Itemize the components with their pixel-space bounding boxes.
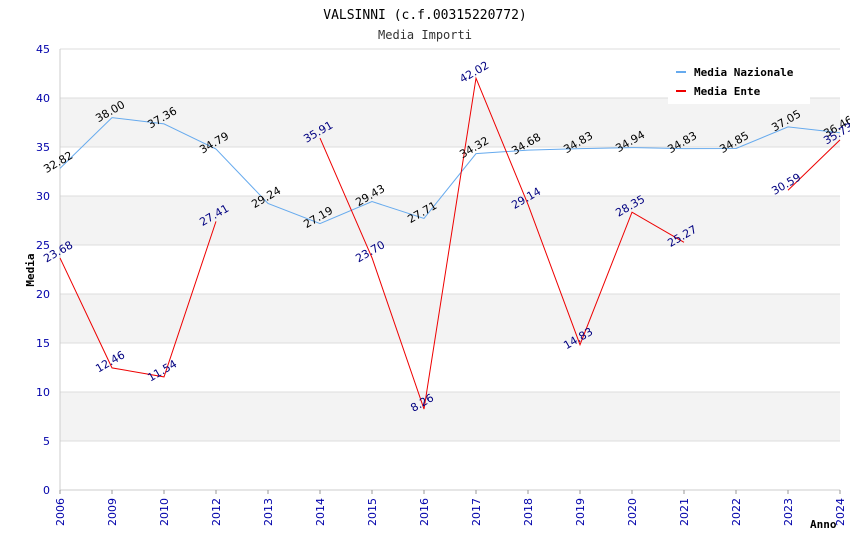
x-tick-label: 2020 — [626, 498, 639, 526]
y-tick-label: 45 — [36, 43, 50, 56]
y-tick-label: 20 — [36, 288, 50, 301]
series-lines — [59, 76, 841, 410]
x-ticks: 2006 2009 2010 2012 2013 2014 2015 2016 2017 2018… — [54, 490, 847, 526]
x-tick-label: 2019 — [574, 498, 587, 526]
x-axis-label: Anno — [810, 518, 837, 531]
axes — [59, 49, 840, 491]
legend-label: Media Nazionale — [694, 66, 794, 79]
chart-subtitle: Media Importi — [378, 28, 472, 42]
x-tick-label: 2016 — [418, 498, 431, 526]
y-tick-label: 10 — [36, 386, 50, 399]
chart-title: VALSINNI (c.f.00315220772) — [323, 8, 527, 23]
x-tick-label: 2017 — [470, 498, 483, 526]
x-tick-label: 2015 — [366, 498, 379, 526]
y-tick-label: 30 — [36, 190, 50, 203]
series-line-ente — [59, 221, 217, 378]
x-tick-label: 2009 — [106, 498, 119, 526]
series-line-ente — [787, 139, 841, 191]
legend-label: Media Ente — [694, 85, 761, 98]
x-tick-label: 2013 — [262, 498, 275, 526]
data-label: 11.54 — [145, 357, 179, 384]
data-label: 30.59 — [769, 171, 803, 198]
x-tick-label: 2021 — [678, 498, 691, 526]
data-label: 12.46 — [93, 348, 127, 375]
x-tick-label: 2014 — [314, 498, 327, 526]
grid-band — [60, 98, 840, 147]
x-tick-label: 2022 — [730, 498, 743, 526]
grid-band — [60, 392, 840, 441]
y-tick-label: 0 — [43, 484, 50, 497]
x-tick-label: 2024 — [834, 498, 847, 526]
y-tick-label: 35 — [36, 141, 50, 154]
x-tick-label: 2006 — [54, 498, 67, 526]
data-label: 42.02 — [457, 59, 491, 86]
grid-bands — [60, 98, 840, 441]
grid-band — [60, 294, 840, 343]
x-tick-label: 2023 — [782, 498, 795, 526]
x-tick-label: 2010 — [158, 498, 171, 526]
x-tick-label: 2018 — [522, 498, 535, 526]
legend-box — [668, 60, 810, 104]
series-line-ente — [319, 76, 685, 410]
x-tick-label: 2012 — [210, 498, 223, 526]
y-ticks: 0 5 10 15 20 25 30 35 40 45 — [36, 43, 50, 497]
y-tick-label: 15 — [36, 337, 50, 350]
y-tick-label: 25 — [36, 239, 50, 252]
y-tick-label: 40 — [36, 92, 50, 105]
grid-band — [60, 196, 840, 245]
legend: Media Nazionale Media Ente — [668, 60, 810, 104]
series-line-nazionale — [59, 117, 841, 225]
y-tick-label: 5 — [43, 435, 50, 448]
y-axis-label: Media — [24, 253, 37, 286]
